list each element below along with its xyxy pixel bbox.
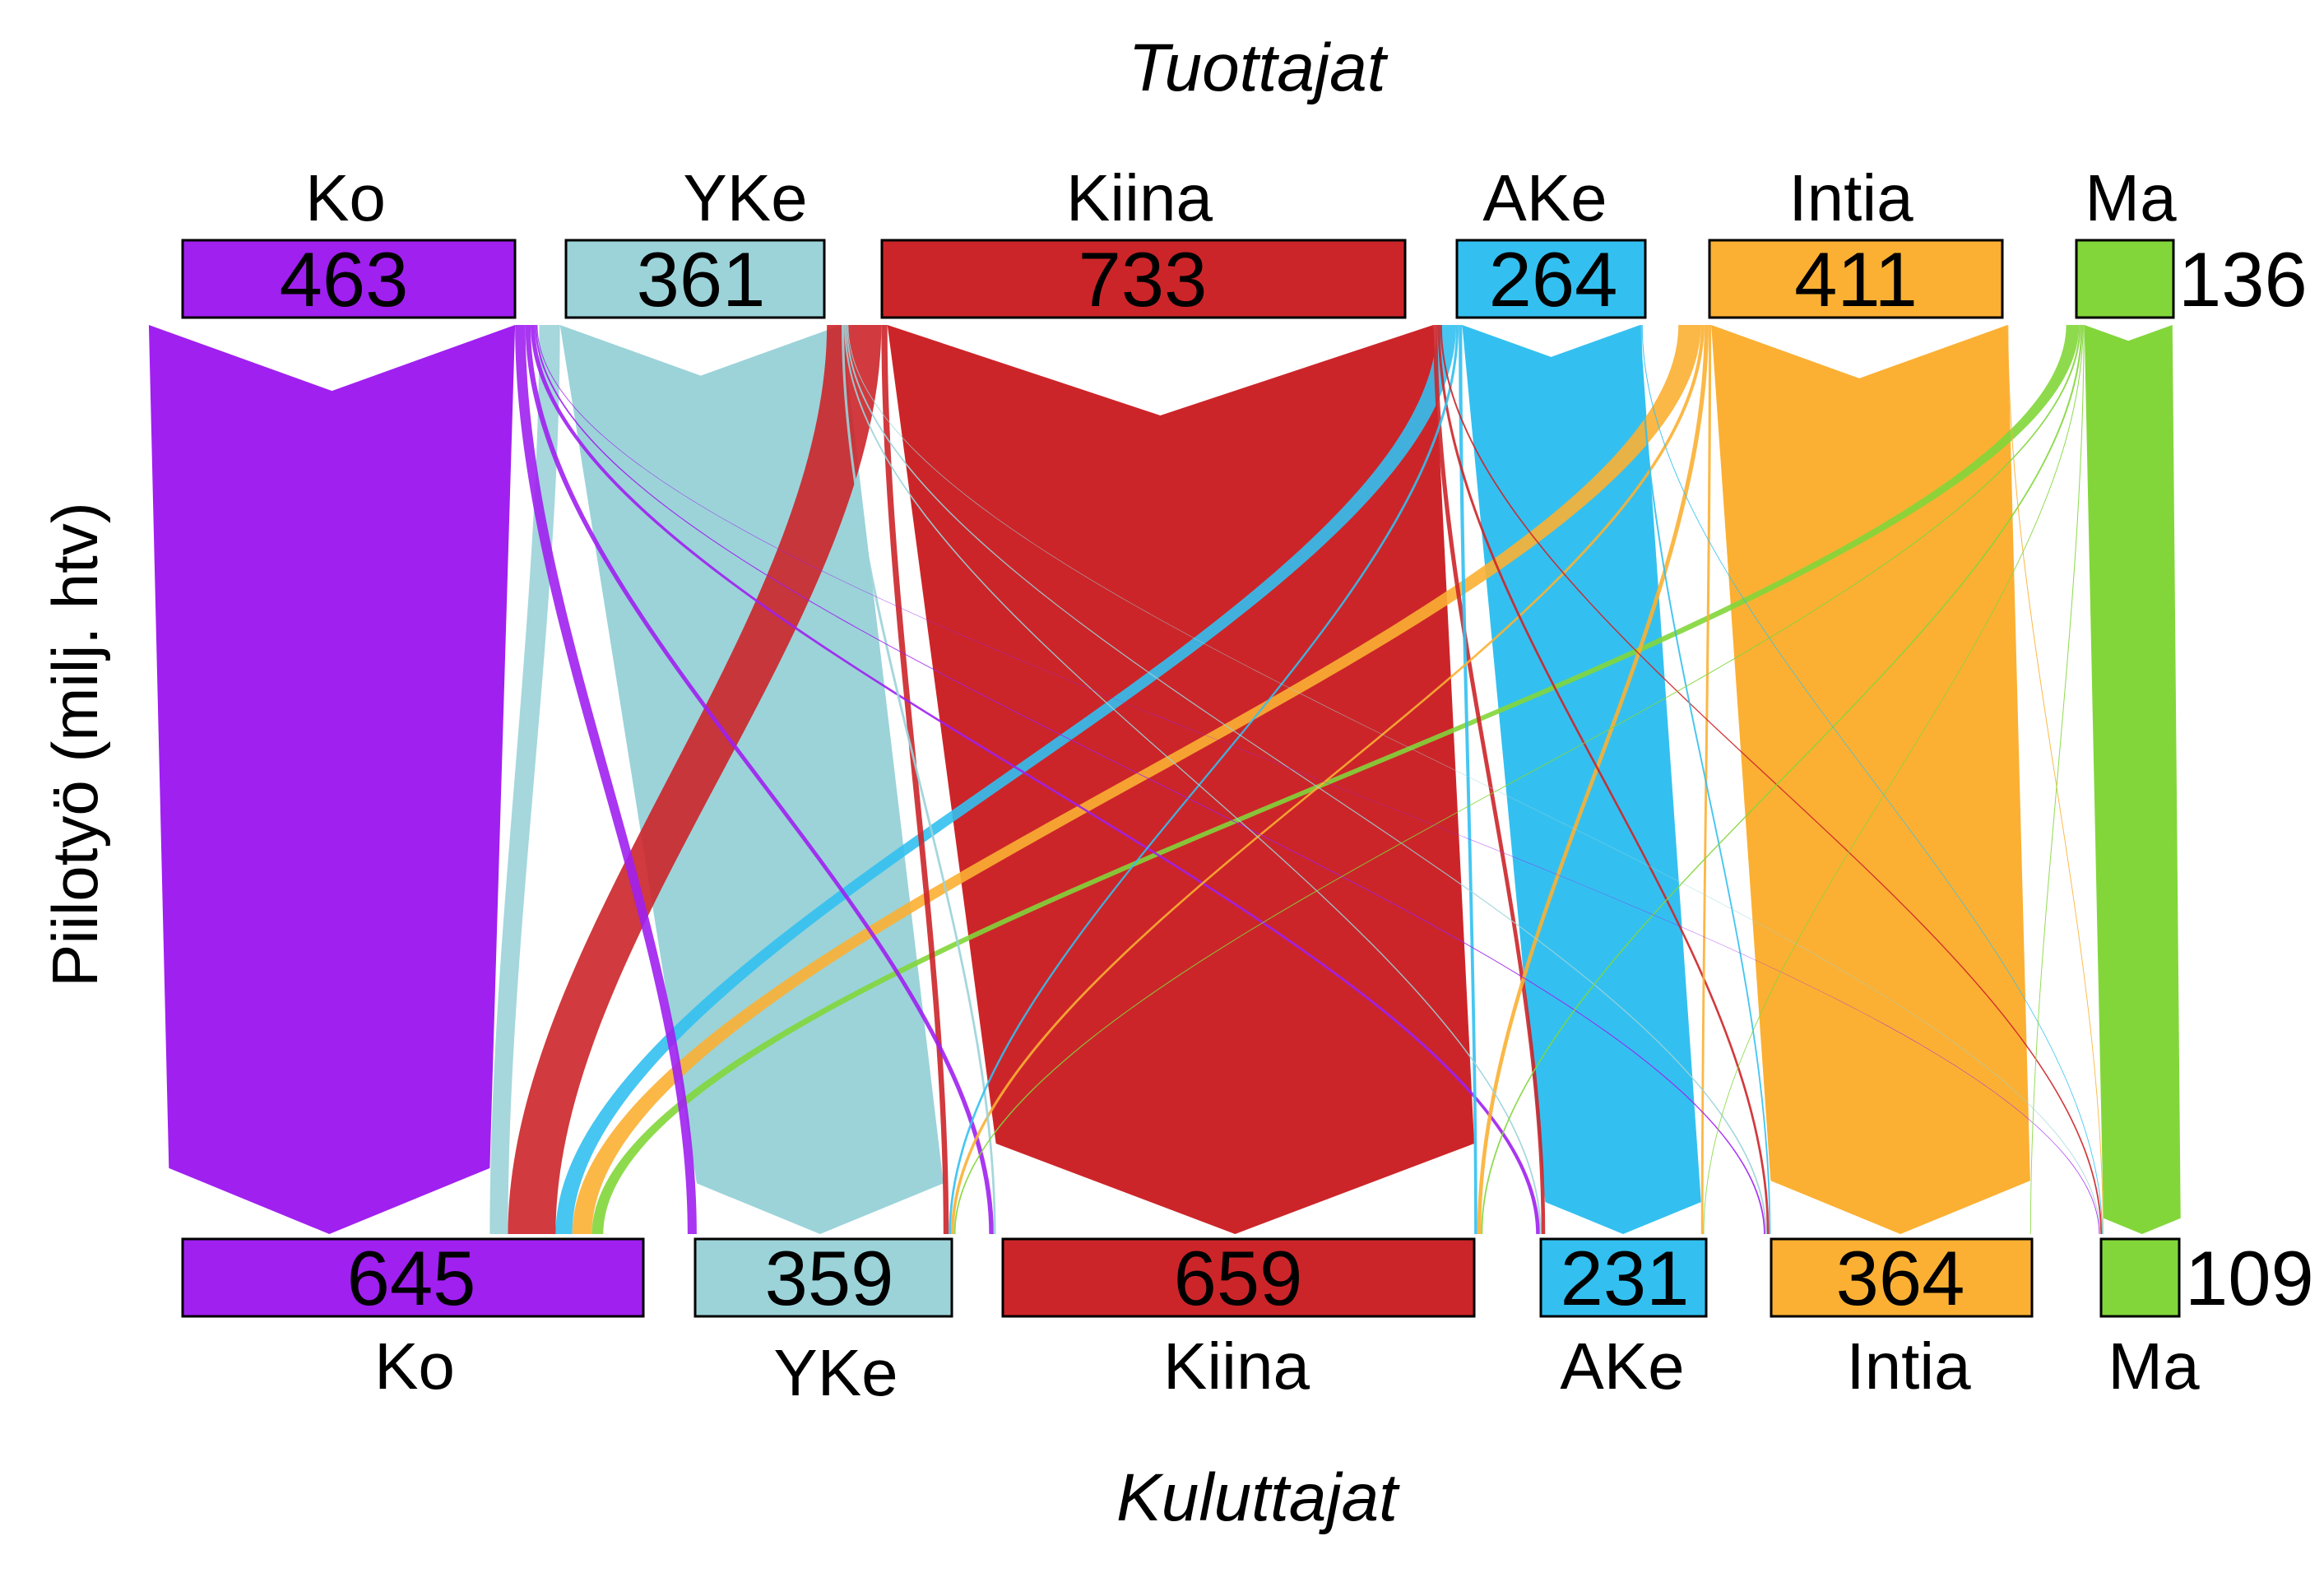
consumer-box-yke <box>693 1237 953 1318</box>
flow-kiina-to-yke <box>881 325 949 1234</box>
consumer-value-ake: 231 <box>1561 1235 1690 1321</box>
flow-ma-to-ko <box>591 325 2080 1234</box>
producer-label-yke: YKe <box>683 161 807 234</box>
consumer-box-kiina <box>1001 1237 1476 1318</box>
producer-box-ake <box>1455 239 1647 319</box>
consumer-value-intia: 364 <box>1836 1235 1965 1321</box>
flow-ake-to-intia <box>1640 325 1771 1234</box>
flow-intia-to-ma <box>2007 325 2104 1234</box>
flow-ko-to-ko <box>148 325 516 1234</box>
producer-box-ko <box>181 239 517 319</box>
boxes-layer <box>181 239 2181 1318</box>
flow-intia-to-kiina <box>1477 325 1709 1234</box>
producer-value-kiina: 733 <box>1079 236 1208 323</box>
producer-label-ko: Ko <box>305 161 386 234</box>
flow-yke-to-kiina <box>841 325 996 1234</box>
flow-ko-to-ma <box>536 325 2100 1234</box>
flow-yke-to-ake <box>844 325 1542 1234</box>
flow-ake-to-yke <box>949 325 1459 1234</box>
consumers-title: Kuluttajat <box>1116 1460 1400 1535</box>
flow-kiina-to-intia <box>1437 325 1770 1234</box>
labels-layer: Tuottajat Kuluttajat Piilotyö (milj. htv… <box>39 30 2314 1535</box>
flow-ko-to-ake <box>531 325 1540 1234</box>
consumer-value-ko: 645 <box>347 1235 476 1321</box>
flow-ake-to-ko <box>555 325 1457 1234</box>
consumer-value-kiina: 659 <box>1174 1235 1303 1321</box>
flow-ma-to-kiina <box>1481 325 2083 1234</box>
flow-kiina-to-kiina <box>887 325 1475 1234</box>
flow-ko-to-kiina <box>525 325 994 1234</box>
consumer-box-ko <box>181 1237 645 1318</box>
flow-intia-to-yke <box>951 325 1705 1234</box>
flow-ake-to-ma <box>1641 325 2103 1234</box>
producer-box-yke <box>564 239 826 319</box>
flow-ake-to-kiina <box>1459 325 1477 1234</box>
producer-box-kiina <box>880 239 1407 319</box>
producer-box-ma <box>2075 239 2175 319</box>
producer-value-ake: 264 <box>1489 236 1618 323</box>
flow-yke-to-ma <box>847 325 2101 1234</box>
flow-ko-to-intia <box>535 325 1765 1234</box>
flow-yke-to-yke <box>559 325 944 1234</box>
flow-yke-to-ko <box>489 325 560 1234</box>
flow-kiina-to-ake <box>1433 325 1546 1234</box>
producer-value-ko: 463 <box>280 236 409 323</box>
producer-box-intia <box>1708 239 2004 319</box>
consumer-box-ake <box>1539 1237 1708 1318</box>
y-axis-label: Piilotyö (milj. htv) <box>39 502 111 986</box>
consumer-label-intia: Intia <box>1846 1329 1971 1403</box>
flow-intia-to-ko <box>572 325 1701 1234</box>
consumer-label-ma: Ma <box>2108 1329 2200 1403</box>
consumer-label-kiina: Kiina <box>1163 1329 1310 1403</box>
flow-kiina-to-ma <box>1440 325 2103 1234</box>
producer-label-intia: Intia <box>1788 161 1913 234</box>
consumer-label-ake: AKe <box>1560 1329 1684 1403</box>
flow-ma-to-yke <box>953 325 2081 1234</box>
flow-ma-to-intia <box>2029 325 2085 1234</box>
flow-ko-to-yke <box>515 325 697 1234</box>
consumer-value-ma: 109 <box>2185 1235 2314 1321</box>
flow-intia-to-intia <box>1711 325 2030 1234</box>
flow-yke-to-intia <box>846 325 1767 1234</box>
producer-label-ake: AKe <box>1482 161 1607 234</box>
consumer-value-yke: 359 <box>765 1235 894 1321</box>
consumer-box-intia <box>1770 1237 2034 1318</box>
producer-label-kiina: Kiina <box>1066 161 1213 234</box>
producers-title: Tuottajat <box>1129 30 1389 105</box>
producer-value-yke: 361 <box>637 236 766 323</box>
consumer-box-ma <box>2099 1237 2181 1318</box>
flow-ma-to-ma <box>2084 325 2181 1234</box>
flow-kiina-to-ko <box>508 325 882 1234</box>
producer-value-intia: 411 <box>1794 236 1918 323</box>
flow-ma-to-ake <box>1703 325 2084 1234</box>
consumer-label-ko: Ko <box>374 1329 455 1403</box>
consumer-label-yke: YKe <box>773 1336 898 1409</box>
producer-value-ma: 136 <box>2178 236 2308 323</box>
flows-layer <box>148 325 2181 1234</box>
producer-label-ma: Ma <box>2085 161 2177 234</box>
